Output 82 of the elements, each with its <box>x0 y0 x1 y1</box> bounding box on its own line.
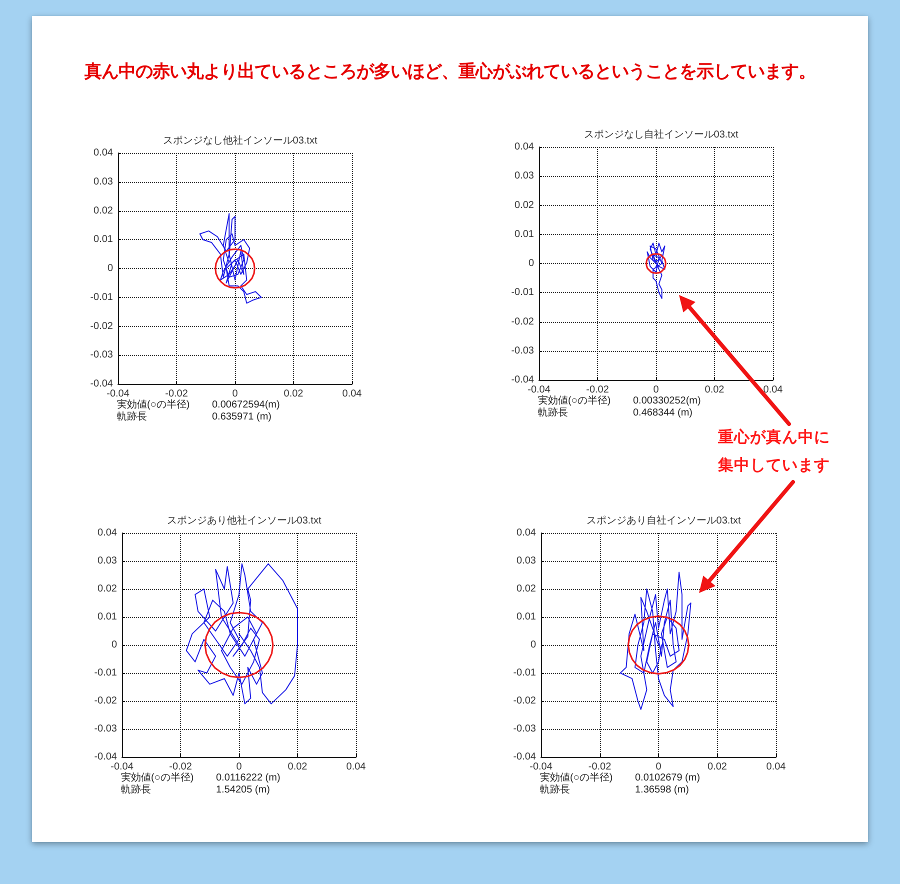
chart-title: スポンジなし他社インソール03.txt <box>162 134 318 146</box>
line-series <box>620 572 692 710</box>
y-tick-label: -0.03 <box>513 724 536 734</box>
y-tick-label: 0.02 <box>94 205 114 216</box>
text: 実効値(○の半径) <box>121 772 194 784</box>
y-tick-label: -0.02 <box>513 696 536 706</box>
line-series <box>199 213 262 304</box>
y-tick-label: 0.03 <box>94 176 114 188</box>
text: 0.0116222 (m) <box>216 772 280 784</box>
y-tick-label: -0.04 <box>511 374 534 386</box>
y-tick-label: 0.01 <box>98 612 118 622</box>
text: 軌跡長 <box>121 784 151 796</box>
x-tick-label: 0.02 <box>708 762 728 772</box>
text: 真ん中の赤い丸より出ているところが多いほど、重心がぶれているということを示しています。 <box>84 60 816 83</box>
y-tick-label: 0.03 <box>516 556 536 566</box>
x-tick-label: 0 <box>236 762 242 772</box>
x-tick-label: 0 <box>656 762 662 772</box>
y-tick-label: 0.03 <box>98 556 118 566</box>
y-tick-label: 0.04 <box>94 148 114 158</box>
y-tick-label: 0.02 <box>98 584 118 594</box>
x-tick-label: 0.02 <box>704 384 725 396</box>
y-tick-label: -0.02 <box>90 320 114 332</box>
x-tick-label: 0.04 <box>346 762 366 772</box>
x-tick-label: 0.04 <box>763 384 784 396</box>
y-tick-label: -0.01 <box>90 292 114 303</box>
chart-title: スポンジあり他社インソール03.txt <box>166 514 322 526</box>
text: 0.468344 (m) <box>633 408 692 418</box>
x-tick-label: 0.02 <box>288 762 308 772</box>
text: 実効値(○の半径) <box>540 772 613 784</box>
text: 実効値(○の半径) <box>538 394 611 406</box>
text: 重心が真ん中に <box>718 427 831 448</box>
x-tick-label: 0.04 <box>766 762 786 772</box>
y-tick-label: 0 <box>530 640 536 650</box>
y-tick-label: -0.02 <box>94 696 118 706</box>
y-tick-label: -0.03 <box>511 345 534 356</box>
y-tick-label: 0.03 <box>514 170 534 182</box>
y-tick-label: 0.02 <box>516 584 536 594</box>
y-tick-label: -0.01 <box>513 668 536 678</box>
text: 集中しています <box>718 455 831 476</box>
line-series <box>186 563 298 704</box>
text: 軌跡長 <box>117 410 147 422</box>
line-series <box>204 612 274 678</box>
x-tick-label: -0.02 <box>586 384 610 396</box>
x-tick-label: -0.02 <box>165 388 188 400</box>
y-tick-label: -0.01 <box>94 668 118 678</box>
text: 1.54205 (m) <box>216 784 270 796</box>
y-tick-label: 0.01 <box>516 612 536 622</box>
y-tick-label: -0.01 <box>511 287 534 298</box>
text: 0.0102679 (m) <box>635 772 700 784</box>
chart-title: スポンジなし自社インソール03.txt <box>584 128 738 140</box>
text: 実効値(○の半径) <box>117 398 190 410</box>
y-tick-label: 0.04 <box>98 528 118 538</box>
text: 軌跡長 <box>540 784 570 796</box>
y-tick-label: 0.02 <box>514 200 534 211</box>
y-tick-label: 0.01 <box>514 228 534 240</box>
x-tick-label: -0.02 <box>169 762 192 772</box>
x-tick-label: 0 <box>232 388 238 400</box>
x-tick-label: 0 <box>653 384 660 396</box>
y-tick-label: -0.04 <box>94 752 118 762</box>
y-tick-label: 0.04 <box>514 142 534 152</box>
line-series <box>627 615 690 675</box>
chart-title: スポンジあり自社インソール03.txt <box>586 514 741 526</box>
text: 軌跡長 <box>538 406 568 418</box>
text: 0.635971 (m) <box>212 412 272 422</box>
y-tick-label: 0 <box>111 640 118 650</box>
line-series <box>214 248 256 289</box>
text: 1.36598 (m) <box>635 784 689 796</box>
y-tick-label: 0 <box>528 258 534 269</box>
y-tick-label: 0 <box>107 263 114 274</box>
y-tick-label: 0.01 <box>94 234 114 246</box>
y-tick-label: -0.03 <box>94 724 118 734</box>
x-tick-label: 0.04 <box>342 388 362 400</box>
x-tick-label: 0.02 <box>284 388 304 400</box>
y-tick-label: 0.04 <box>516 528 536 538</box>
text: 0.00330252(m) <box>633 396 701 406</box>
line-series <box>646 253 666 274</box>
line-series <box>646 242 666 299</box>
x-tick-label: -0.02 <box>588 762 612 772</box>
text: 0.00672594(m) <box>212 400 280 410</box>
y-tick-label: -0.03 <box>90 350 114 361</box>
y-tick-label: -0.02 <box>511 316 534 328</box>
y-tick-label: -0.04 <box>513 752 536 762</box>
